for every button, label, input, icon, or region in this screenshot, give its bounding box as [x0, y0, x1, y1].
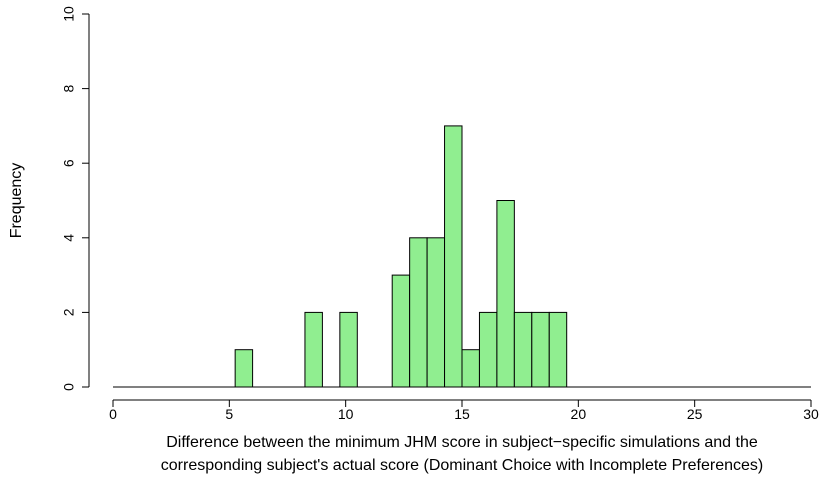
x-axis-title-line-2: corresponding subject's actual score (Do… [161, 457, 763, 474]
histogram-bar-6 [444, 125, 463, 388]
y-tick-label: 10 [61, 6, 77, 22]
y-axis: 0 2 4 6 8 10 [61, 6, 90, 391]
histogram-bar-0 [234, 349, 254, 388]
y-tick-label: 0 [61, 383, 77, 391]
x-tick-label: 10 [338, 406, 354, 422]
histogram-bar-10 [513, 311, 533, 388]
y-tick-label: 8 [61, 84, 77, 92]
x-tick-label: 0 [109, 406, 117, 422]
histogram-bar-9 [496, 200, 515, 388]
histogram-bar-12 [548, 311, 568, 388]
histogram-bar-7 [461, 349, 480, 388]
x-tick-label: 20 [571, 406, 587, 422]
x-tick-label: 30 [803, 406, 819, 422]
x-axis: 0 5 10 15 20 25 30 [109, 399, 819, 422]
y-tick-label: 6 [61, 159, 77, 167]
x-tick-label: 15 [454, 406, 470, 422]
x-axis-title-line-1: Difference between the minimum JHM score… [166, 434, 758, 451]
x-tick-label: 25 [687, 406, 703, 422]
bars-layer [234, 125, 568, 388]
histogram-bar-5 [426, 237, 446, 388]
histogram-bar-1 [304, 311, 323, 388]
y-axis-title: Frequency [8, 163, 25, 239]
y-tick-label: 4 [61, 234, 77, 242]
histogram-bar-4 [409, 237, 428, 388]
histogram-bar-2 [339, 311, 358, 388]
histogram-bar-3 [391, 274, 411, 388]
y-tick-label: 2 [61, 308, 77, 316]
x-tick-label: 5 [225, 406, 233, 422]
histogram-bar-11 [531, 311, 550, 388]
histogram-bar-8 [478, 311, 498, 388]
